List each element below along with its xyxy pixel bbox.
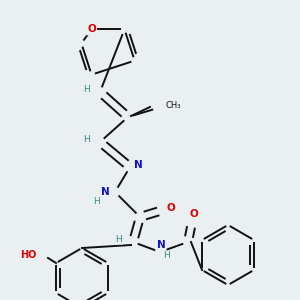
Text: H: H (94, 197, 100, 206)
Text: H: H (82, 134, 89, 143)
Text: N: N (157, 240, 165, 250)
Text: O: O (190, 209, 198, 219)
Text: O: O (87, 24, 96, 34)
Text: H: H (116, 235, 122, 244)
Text: HO: HO (20, 250, 36, 260)
Text: O: O (167, 203, 176, 213)
Text: N: N (134, 160, 142, 170)
Text: H: H (82, 85, 89, 94)
Text: H: H (163, 251, 170, 260)
Text: CH₃: CH₃ (166, 100, 182, 109)
Text: N: N (100, 187, 109, 197)
